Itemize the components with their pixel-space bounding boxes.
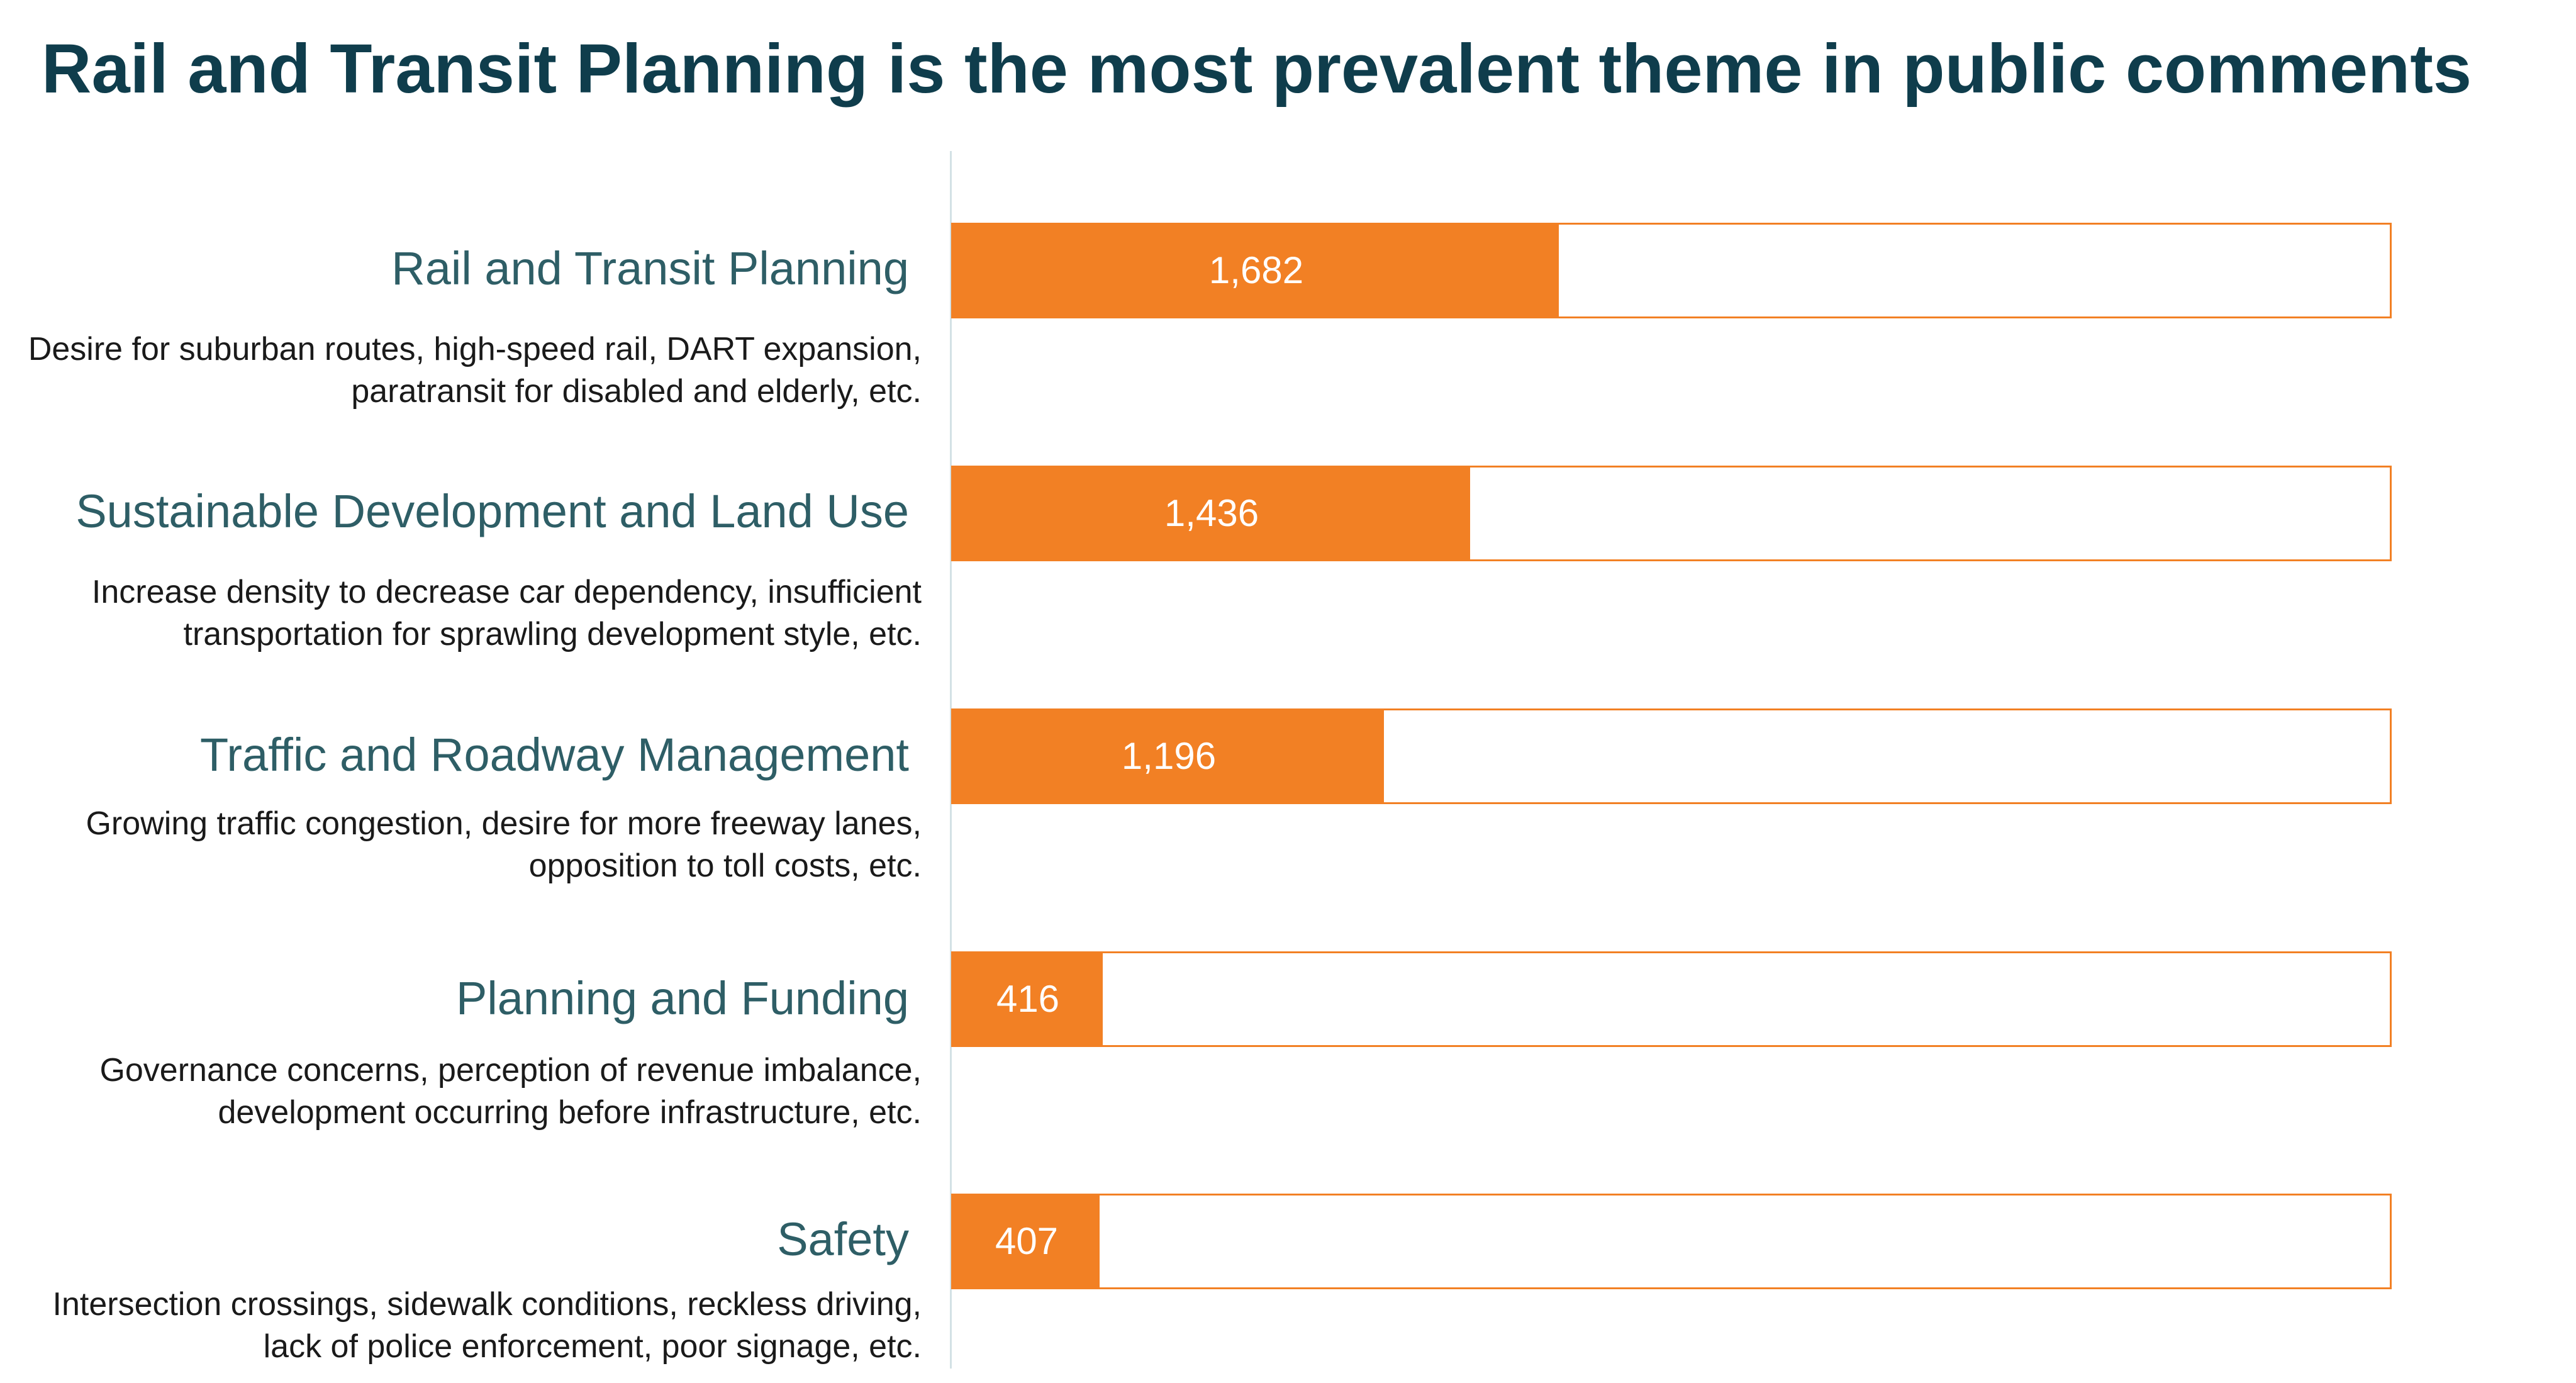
- category-label: Traffic and Roadway Management: [199, 729, 909, 781]
- category-description: Growing traffic congestion, desire for m…: [86, 805, 922, 884]
- category-description: Desire for suburban routes, high-speed r…: [28, 331, 922, 410]
- category-description: Intersection crossings, sidewalk conditi…: [52, 1286, 922, 1365]
- bar: [953, 1195, 1100, 1287]
- bar: [953, 710, 1384, 802]
- category-description: Increase density to decrease car depende…: [91, 574, 922, 652]
- category-description: Governance concerns, perception of reven…: [99, 1052, 922, 1131]
- bar-track: 416: [951, 951, 2392, 1047]
- bar-track: 1,682: [951, 223, 2392, 318]
- category-label: Sustainable Development and Land Use: [75, 485, 909, 537]
- category-label: Rail and Transit Planning: [391, 242, 909, 294]
- category-label: Safety: [777, 1213, 909, 1265]
- bar-value-label: 407: [995, 1220, 1059, 1262]
- bar: [953, 953, 1103, 1045]
- bar-value-label: 1,196: [1121, 735, 1217, 777]
- bar-value-label: 1,436: [1164, 492, 1259, 534]
- bar-value-label: 1,682: [1208, 249, 1304, 291]
- bar-track: 1,436: [951, 466, 2392, 561]
- category-label: Planning and Funding: [455, 972, 909, 1024]
- bar-value-label: 416: [996, 978, 1060, 1020]
- bar: [953, 225, 1559, 316]
- chart-title: Rail and Transit Planning is the most pr…: [42, 30, 2472, 108]
- category-axis-line: [950, 151, 952, 1369]
- bar: [953, 468, 1470, 559]
- bar-track: 407: [951, 1194, 2392, 1289]
- bar-track: 1,196: [951, 708, 2392, 804]
